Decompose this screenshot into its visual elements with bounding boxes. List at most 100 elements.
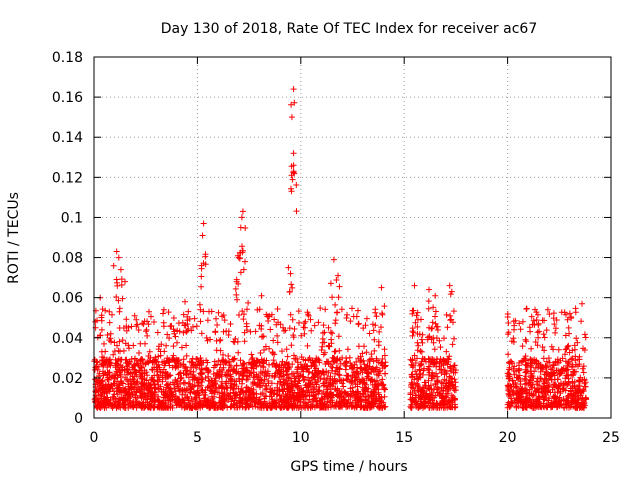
data-point — [547, 404, 554, 411]
data-point — [509, 377, 516, 384]
data-point — [323, 390, 330, 397]
data-point — [344, 346, 351, 353]
data-point — [570, 368, 577, 375]
data-point — [283, 393, 290, 400]
data-point — [175, 360, 181, 367]
data-point — [235, 280, 242, 287]
data-point — [415, 342, 422, 349]
data-point — [327, 394, 334, 401]
data-point — [202, 401, 209, 408]
data-point — [113, 248, 120, 255]
data-point — [551, 376, 558, 383]
data-point — [244, 376, 251, 383]
data-point — [339, 380, 346, 387]
data-points — [91, 86, 590, 411]
data-point — [324, 386, 331, 393]
data-point — [546, 359, 553, 366]
data-point — [173, 363, 180, 370]
data-point — [131, 312, 138, 319]
data-point — [302, 399, 309, 406]
data-point — [155, 398, 162, 405]
data-point — [290, 334, 297, 341]
data-point — [541, 317, 548, 324]
data-point — [220, 328, 227, 335]
data-point — [230, 382, 237, 389]
data-point — [418, 361, 425, 368]
data-point — [284, 353, 291, 360]
data-point — [163, 342, 170, 349]
data-point — [425, 298, 432, 305]
data-point — [122, 340, 129, 347]
data-point — [239, 249, 246, 256]
data-point — [287, 311, 294, 318]
data-point — [566, 330, 573, 337]
data-point — [544, 369, 550, 376]
data-point — [557, 357, 564, 364]
data-point — [172, 388, 179, 395]
data-point — [135, 327, 142, 333]
data-point — [251, 380, 258, 386]
data-point — [411, 388, 418, 395]
data-point — [434, 327, 441, 333]
data-point — [237, 357, 244, 364]
data-point — [545, 397, 552, 404]
data-point — [320, 382, 327, 389]
data-point — [556, 371, 563, 378]
data-point — [225, 328, 232, 335]
data-point — [177, 374, 184, 381]
data-point — [433, 335, 440, 342]
data-point — [118, 276, 125, 283]
data-point — [574, 339, 581, 346]
data-point — [365, 393, 372, 400]
data-point — [236, 255, 243, 262]
data-point — [223, 384, 230, 391]
data-point — [170, 326, 177, 333]
data-point — [412, 319, 419, 326]
data-point — [208, 388, 215, 395]
data-point — [295, 397, 302, 404]
data-point — [288, 378, 295, 384]
data-point — [552, 381, 559, 388]
data-point — [523, 306, 530, 312]
data-point — [263, 357, 270, 364]
data-point — [271, 316, 278, 323]
data-point — [200, 308, 207, 315]
data-point — [377, 380, 384, 387]
data-point — [309, 403, 316, 410]
data-point — [579, 365, 586, 372]
data-point — [97, 382, 104, 389]
data-point — [349, 384, 356, 391]
data-point — [174, 327, 181, 334]
data-point — [149, 397, 156, 404]
data-point — [130, 398, 137, 405]
data-point — [280, 379, 287, 386]
data-point — [120, 394, 127, 401]
data-point — [142, 361, 149, 368]
data-point — [111, 339, 118, 346]
data-point — [418, 336, 425, 343]
data-point — [557, 388, 564, 395]
data-point — [543, 358, 550, 365]
data-point — [199, 379, 205, 385]
data-point — [106, 319, 113, 326]
data-point — [191, 382, 198, 389]
data-point — [254, 401, 261, 408]
data-point — [378, 360, 385, 367]
data-point — [411, 282, 418, 289]
data-point — [563, 397, 570, 404]
data-point — [290, 168, 297, 175]
data-point — [448, 378, 455, 385]
data-point — [229, 385, 236, 392]
data-point — [239, 208, 246, 215]
data-point — [369, 398, 376, 405]
data-point — [542, 389, 549, 396]
data-point — [160, 319, 167, 326]
data-point — [562, 387, 569, 394]
data-point — [447, 363, 454, 370]
data-point — [336, 365, 343, 372]
data-point — [172, 333, 179, 340]
data-point — [427, 359, 434, 366]
data-point — [291, 355, 298, 362]
data-point — [259, 333, 266, 340]
data-point — [557, 400, 564, 407]
